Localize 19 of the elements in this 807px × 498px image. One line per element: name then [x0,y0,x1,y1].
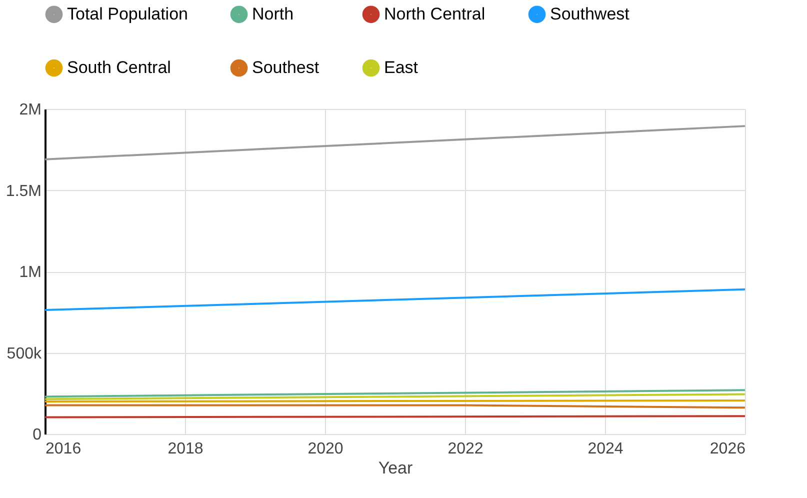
y-tick-label: 500k [6,345,42,362]
y-tick-label: 1.5M [6,182,42,200]
x-tick-label: 2026 [710,440,746,458]
legend-label: Southwest [550,4,630,24]
x-axis-title: Year [378,458,414,478]
x-tick-label: 2020 [308,440,344,458]
x-tick-label: 2024 [588,440,624,458]
x-tick-label: 2016 [46,440,82,458]
y-tick-label: 2M [19,102,42,118]
legend-label: South Central [67,58,171,77]
x-tick-label: 2022 [448,440,484,458]
legend-label: North [252,4,294,24]
x-tick-label: 2018 [168,440,204,458]
y-tick-label: 1M [19,264,42,281]
legend-label: Southest [252,58,320,77]
legend-label: East [384,58,418,77]
legend-label: North Central [384,4,486,24]
y-tick-label: 0 [32,426,42,444]
legend-label: Total Population [67,4,188,24]
